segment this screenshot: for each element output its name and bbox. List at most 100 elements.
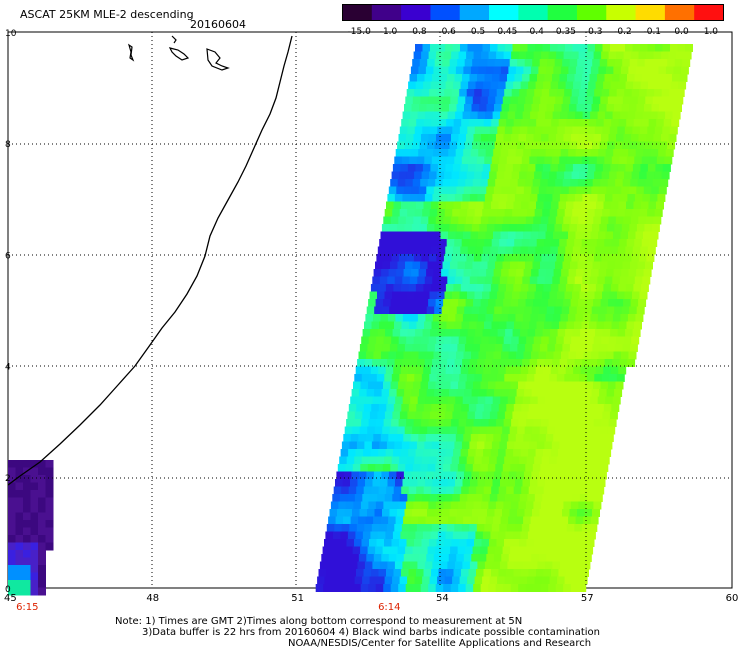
swath-cell: [442, 464, 451, 472]
swath-cell: [477, 479, 486, 487]
swath-cell: [476, 239, 485, 247]
swath-cell: [543, 449, 552, 457]
swath-cell: [419, 344, 428, 352]
swath-cell: [570, 299, 579, 307]
swath-cell: [526, 419, 535, 427]
swath-cell: [415, 81, 424, 90]
swath-cell: [659, 104, 667, 112]
swath-cell: [509, 59, 518, 67]
swath-cell: [522, 314, 531, 322]
swath-cell: [346, 456, 355, 465]
swath-cell: [645, 96, 654, 105]
swath-cell: [603, 449, 612, 457]
swath-cell: [533, 501, 542, 510]
swath-cell: [432, 479, 441, 487]
swath-cell: [560, 66, 569, 75]
swath-cell: [563, 501, 572, 510]
swath-cell: [503, 381, 511, 390]
swath-cell: [462, 396, 471, 405]
swath-cell: [386, 239, 395, 247]
colorbar-label: 0.0: [674, 27, 689, 37]
swath-cell: [375, 501, 384, 510]
swath-cell: [396, 306, 405, 315]
swath-cell: [469, 194, 478, 202]
swath-cell: [546, 554, 555, 562]
swath-cell: [448, 66, 457, 75]
swath-cell: [419, 104, 427, 112]
swath-cell: [464, 306, 473, 315]
swath-cell: [444, 374, 453, 382]
swath-cell: [649, 194, 658, 202]
swath-cell: [413, 299, 422, 307]
swath-cell: [369, 291, 378, 300]
swath-cell: [540, 464, 549, 472]
swath-cell: [474, 374, 483, 382]
swath-cell: [512, 164, 521, 172]
swath-cell: [23, 557, 31, 566]
swath-cell: [545, 66, 554, 75]
swath-cell: [411, 471, 420, 480]
swath-cell: [585, 464, 594, 472]
swath-cell: [451, 51, 460, 60]
swath-cell: [396, 269, 405, 277]
swath-cell: [377, 576, 386, 585]
swath-cell: [438, 81, 447, 90]
swath-cell: [598, 269, 607, 277]
swath-cell: [548, 254, 557, 262]
swath-cell: [632, 329, 641, 337]
swath-cell: [480, 261, 488, 270]
swath-cell: [415, 449, 424, 457]
swath-cell: [402, 396, 411, 405]
swath-cell: [45, 542, 54, 551]
swath-cell: [393, 284, 402, 292]
swath-cell: [366, 306, 375, 315]
swath-cell: [518, 336, 527, 345]
swath-cell: [393, 366, 402, 375]
swath-cell: [390, 179, 399, 187]
swath-cell: [492, 276, 501, 285]
swath-cell: [369, 374, 378, 382]
swath-cell: [415, 44, 423, 52]
swath-cell: [561, 471, 570, 480]
swath-cell: [590, 149, 599, 157]
swath-cell: [348, 569, 357, 577]
swath-cell: [443, 419, 452, 427]
swath-cell: [656, 201, 664, 210]
swath-cell: [388, 516, 397, 525]
swath-cell: [557, 164, 566, 172]
swath-cell: [410, 479, 418, 487]
swath-cell: [487, 344, 496, 352]
swath-cell: [375, 464, 384, 472]
swath-cell: [467, 411, 476, 420]
swath-cell: [548, 299, 557, 307]
swath-cell: [585, 96, 594, 105]
swath-cell: [438, 366, 447, 375]
swath-cell: [391, 419, 400, 427]
swath-cell: [496, 419, 505, 427]
swath-cell: [572, 531, 581, 540]
swath-cell: [578, 419, 587, 427]
swath-cell: [483, 119, 492, 127]
swath-cell: [369, 411, 378, 420]
swath-cell: [607, 141, 616, 150]
swath-cell: [516, 471, 525, 480]
swath-cell: [23, 565, 31, 573]
swath-cell: [505, 246, 514, 255]
swath-cell: [429, 539, 437, 547]
swath-cell: [38, 535, 46, 543]
swath-cell: [383, 254, 392, 262]
swath-cell: [518, 134, 527, 142]
swath-cell: [642, 74, 650, 82]
swath-cell: [529, 156, 538, 165]
swath-cell: [366, 351, 374, 360]
swath-cell: [390, 501, 399, 510]
swath-cell: [515, 314, 524, 322]
swath-cell: [574, 524, 583, 532]
swath-cell: [568, 554, 577, 562]
swath-cell: [372, 276, 381, 285]
swath-cell: [562, 464, 571, 472]
swath-cell: [434, 509, 443, 517]
swath-cell: [480, 299, 489, 307]
swath-cell: [522, 359, 531, 367]
swath-cell: [583, 66, 592, 75]
